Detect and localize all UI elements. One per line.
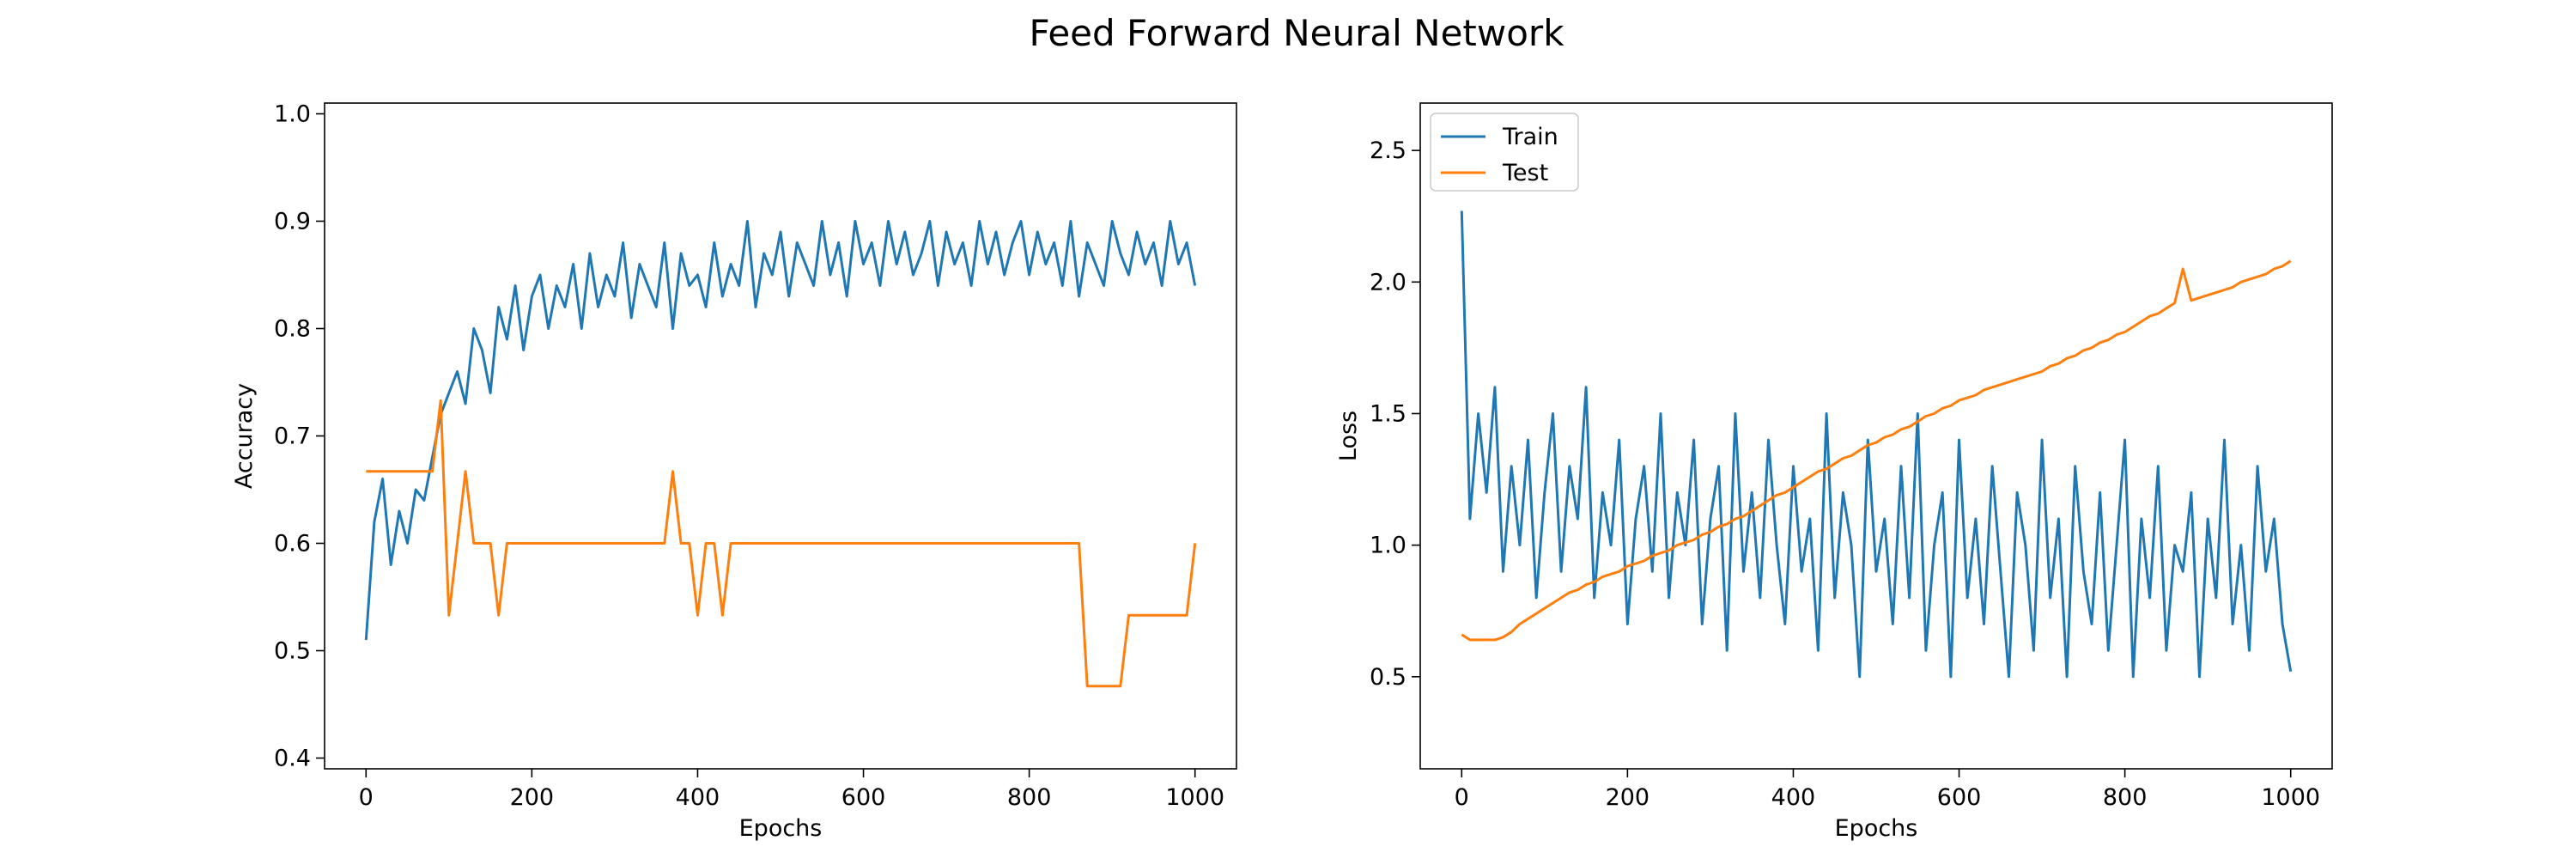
accuracy-xaxis-label: Epochs xyxy=(739,815,823,842)
accuracy-train-line xyxy=(364,220,1197,641)
accuracy-ytick-label: 0.6 xyxy=(274,531,311,557)
accuracy-ytick-label: 0.5 xyxy=(274,638,311,665)
accuracy-xtick-label: 1000 xyxy=(1165,784,1224,811)
figure-title: Feed Forward Neural Network xyxy=(1029,12,1564,54)
loss-xaxis-label: Epochs xyxy=(1835,815,1918,842)
loss-xtick-label: 1000 xyxy=(2261,784,2320,811)
loss-ytick-label: 1.5 xyxy=(1370,400,1406,427)
loss-xtick-label: 200 xyxy=(1606,784,1650,811)
accuracy-ytick-label: 0.8 xyxy=(274,316,311,343)
accuracy-ytick-label: 0.9 xyxy=(274,209,311,235)
loss-ytick-label: 0.5 xyxy=(1370,664,1406,691)
loss-legend: Train Test xyxy=(1430,113,1579,192)
loss-xtick-label: 0 xyxy=(1455,784,1469,811)
accuracy-xtick-label: 400 xyxy=(676,784,720,811)
accuracy-xtick-label: 0 xyxy=(359,784,374,811)
accuracy-ytick-label: 1.0 xyxy=(274,101,311,128)
loss-ytick-label: 2.0 xyxy=(1370,269,1406,295)
loss-ytick-label: 2.5 xyxy=(1370,137,1406,164)
accuracy-yaxis-label: Accuracy xyxy=(231,383,258,489)
legend-train-label: Train xyxy=(1502,124,1558,150)
accuracy-ytick-label: 0.4 xyxy=(274,746,311,772)
legend-test-label: Test xyxy=(1502,160,1548,186)
accuracy-ytick-label: 0.7 xyxy=(274,423,311,450)
accuracy-series-group xyxy=(364,220,1197,688)
accuracy-chart: 0 200 400 600 800 1000 0.4 0.5 0.6 0.7 0.8 0.9 1.0 Ep… xyxy=(231,101,1237,842)
loss-axes-frame xyxy=(1419,102,2333,770)
loss-ytick-label: 1.0 xyxy=(1370,533,1406,559)
loss-yaxis-label: Loss xyxy=(1335,411,1362,461)
accuracy-xtick-label: 200 xyxy=(510,784,555,811)
accuracy-xtick-label: 600 xyxy=(841,784,886,811)
loss-xtick-label: 800 xyxy=(2103,784,2148,811)
loss-xtick-label: 400 xyxy=(1771,784,1816,811)
loss-series-group xyxy=(1460,210,2293,679)
loss-chart: 0 200 400 600 800 1000 0.5 1.0 1.5 2.0 2.5 Epochs Lo… xyxy=(1335,102,2333,842)
accuracy-xtick-label: 800 xyxy=(1007,784,1052,811)
loss-train-line xyxy=(1460,210,2293,679)
accuracy-test-line xyxy=(366,399,1197,688)
loss-test-line xyxy=(1461,259,2292,642)
loss-xtick-label: 600 xyxy=(1937,784,1982,811)
